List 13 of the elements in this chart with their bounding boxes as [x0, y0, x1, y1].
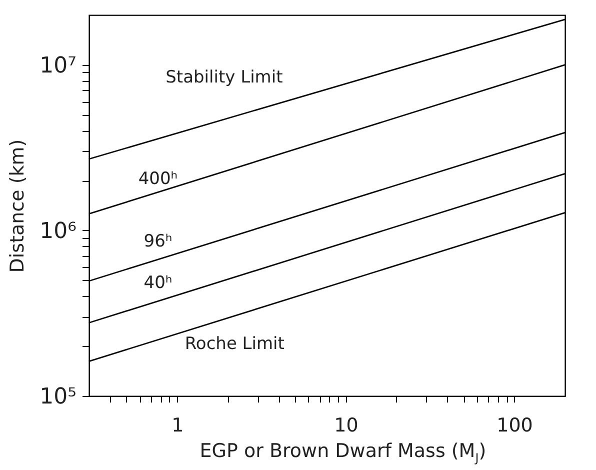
y-tick-label: 10⁷	[40, 53, 76, 78]
x-axis-title: EGP or Brown Dwarf Mass (M$_{J}$)	[198, 440, 488, 465]
y-axis-title: Distance (km)	[6, 139, 29, 273]
series-label: Stability Limit	[166, 67, 284, 88]
x-tick-label: 1	[172, 414, 184, 436]
series-label: Roche Limit	[184, 334, 285, 354]
series-label: 40ʰ	[144, 272, 172, 293]
y-tick-label: 10⁶	[40, 218, 77, 244]
y-tick-label: 10⁵	[40, 384, 76, 410]
x-tick-label: 10	[334, 414, 358, 436]
series-label: 96ʰ	[144, 231, 172, 252]
series-label: 400ʰ	[138, 168, 178, 189]
x-tick-label: 100	[496, 414, 533, 436]
